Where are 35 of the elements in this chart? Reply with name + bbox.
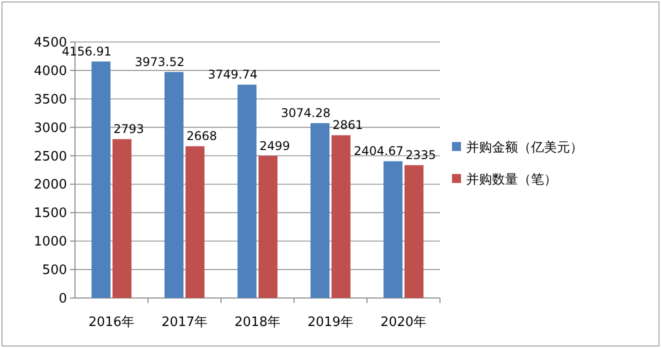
y-tick-label: 1500 (34, 206, 67, 222)
y-tick-label: 3500 (34, 92, 67, 108)
legend-label: 并购金额（亿美元） (466, 140, 583, 156)
x-tick-label: 2017年 (161, 315, 208, 330)
y-tick-label: 3000 (34, 120, 67, 136)
data-label: 2499 (260, 138, 290, 153)
x-tick-label: 2019年 (307, 315, 354, 330)
data-label: 3973.52 (134, 54, 184, 69)
y-tick-label: 1000 (34, 234, 67, 250)
bar (186, 146, 204, 298)
y-tick-label: 500 (42, 263, 67, 278)
bar (404, 165, 424, 298)
bar (332, 135, 350, 298)
data-label: 2793 (114, 122, 144, 136)
bar (384, 161, 402, 298)
x-tick-label: 2018年 (234, 315, 281, 330)
data-label: 2404.67 (354, 144, 404, 158)
x-tick-label: 2016年 (88, 315, 135, 330)
data-label: 3074.28 (280, 106, 330, 120)
y-tick-label: 2500 (34, 149, 67, 164)
bar (112, 139, 132, 298)
data-label: 2861 (332, 118, 364, 132)
data-label: 2668 (186, 129, 218, 144)
bar (258, 156, 278, 298)
bar (238, 84, 256, 298)
legend-label: 并购数量（笔） (466, 172, 557, 188)
data-label: 3749.74 (208, 68, 258, 82)
data-label: 2335 (406, 148, 436, 162)
bar (92, 62, 110, 298)
y-tick-label: 0 (58, 292, 67, 306)
y-tick-label: 2000 (34, 178, 67, 193)
y-tick-label: 4000 (34, 64, 67, 79)
x-tick-label: 2020年 (380, 315, 427, 330)
bar (310, 123, 330, 298)
bar (164, 72, 184, 298)
